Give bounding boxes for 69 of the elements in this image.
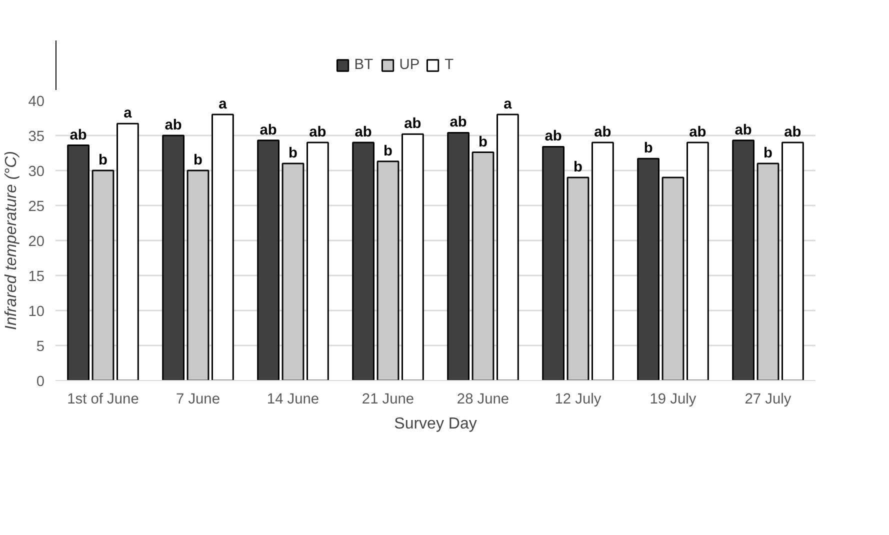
data-label: ab (784, 124, 802, 140)
bar (352, 142, 374, 380)
data-label: ab (309, 124, 326, 140)
y-tick-label: 30 (28, 164, 45, 180)
bar (566, 176, 590, 380)
data-label: a (218, 96, 228, 112)
data-label: ab (164, 118, 182, 134)
y-tick-label: 15 (28, 269, 45, 285)
y-tick-label: 0 (36, 374, 45, 390)
bar (257, 140, 280, 380)
bar (116, 122, 139, 380)
bar (447, 132, 470, 380)
y-axis-title: Infrared temperature (°C) (3, 151, 20, 330)
data-label: b (384, 143, 393, 160)
y-tick-label: 20 (28, 234, 45, 250)
bar (472, 152, 494, 380)
bar (732, 140, 754, 380)
data-label: ab (450, 114, 467, 131)
y-tick-label: 40 (28, 94, 45, 110)
bar (67, 144, 90, 380)
bar (376, 160, 400, 380)
bar (212, 114, 234, 380)
data-label: ab (689, 124, 706, 140)
data-label: b (194, 152, 203, 168)
x-tick-label: 19 July (650, 392, 697, 408)
bar (782, 142, 804, 380)
x-tick-label: 27 July (744, 392, 792, 408)
x-tick-label: 1st of June (67, 392, 139, 408)
data-label: a (124, 106, 133, 122)
bar (306, 142, 329, 380)
x-tick-label: 14 June (266, 392, 320, 408)
legend-label: UP (399, 57, 420, 73)
bar (282, 162, 304, 380)
bar (186, 170, 210, 380)
bar (592, 142, 614, 380)
legend-label: BT (354, 57, 374, 73)
y-tick-label: 25 (28, 199, 45, 215)
bar (496, 114, 519, 380)
data-label: ab (70, 127, 87, 144)
bar (92, 170, 114, 380)
bar (542, 146, 564, 380)
data-label: ab (544, 128, 562, 145)
data-label: b (574, 160, 583, 176)
data-label: ab (734, 122, 752, 138)
y-tick-label: 10 (28, 304, 45, 320)
data-label: ab (404, 116, 422, 132)
x-tick-label: 21 June (362, 392, 414, 408)
x-axis-title: Survey Day (394, 416, 477, 432)
legend-label: T (444, 57, 455, 73)
data-label: b (288, 146, 298, 162)
bar (686, 142, 709, 380)
x-tick-label: 7 June (176, 392, 220, 408)
x-tick-label: 28 June (456, 392, 510, 408)
bar (662, 176, 684, 380)
y-tick-label: 35 (28, 129, 45, 145)
data-label: b (478, 134, 488, 150)
data-label: ab (594, 124, 612, 140)
bar (637, 158, 660, 380)
data-label: ab (260, 122, 277, 138)
data-label: a (504, 96, 513, 112)
bar (402, 133, 424, 380)
y-tick-label: 5 (36, 339, 45, 355)
bar (162, 134, 184, 380)
x-tick-label: 12 July (554, 392, 602, 408)
data-label: b (98, 152, 108, 168)
data-label: b (644, 140, 653, 157)
data-label: b (764, 146, 773, 162)
bar (756, 162, 780, 380)
data-label: ab (354, 124, 372, 140)
